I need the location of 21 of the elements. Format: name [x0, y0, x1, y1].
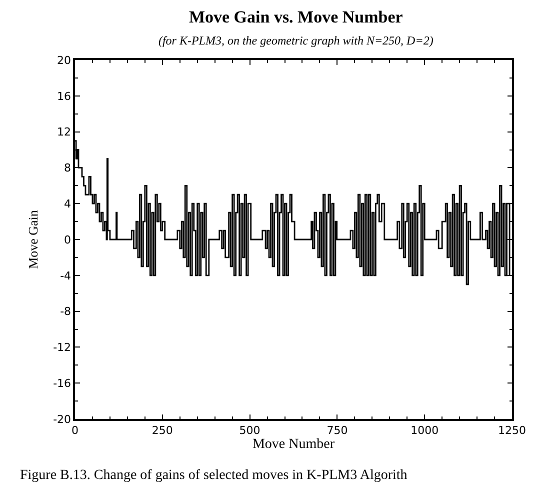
y-tick-label: 16 — [57, 90, 72, 103]
y-tick-label: -4 — [60, 269, 72, 282]
x-tick-label: 1000 — [410, 424, 439, 437]
y-tick-label: 8 — [64, 162, 72, 175]
y-tick-label: 20 — [57, 54, 72, 67]
chart-title: Move Gain vs. Move Number — [188, 8, 404, 27]
x-axis-title: Move Number — [252, 436, 335, 452]
y-tick-label: -16 — [53, 376, 72, 390]
y-tick-label: -8 — [60, 305, 72, 318]
y-axis-title: Move Gain — [26, 210, 41, 269]
x-tick-label: 250 — [152, 424, 173, 437]
y-tick-label: 12 — [57, 126, 72, 139]
y-tick-label: -20 — [53, 412, 72, 426]
text: Figure B.13. Change of gains of selected moves in K-PLM3 Algorith — [20, 468, 408, 483]
x-tick-label: 1250 — [498, 424, 526, 437]
x-tick-label: 750 — [326, 424, 348, 437]
x-tick-label: 500 — [239, 424, 260, 437]
y-tick-label: -12 — [53, 341, 72, 354]
chart-subtitle: (for K-PLM3, on the geometric graph with N=250, D=2) — [158, 34, 434, 48]
y-tick-label: 4 — [64, 197, 72, 210]
y-tick-label: 0 — [64, 233, 72, 246]
